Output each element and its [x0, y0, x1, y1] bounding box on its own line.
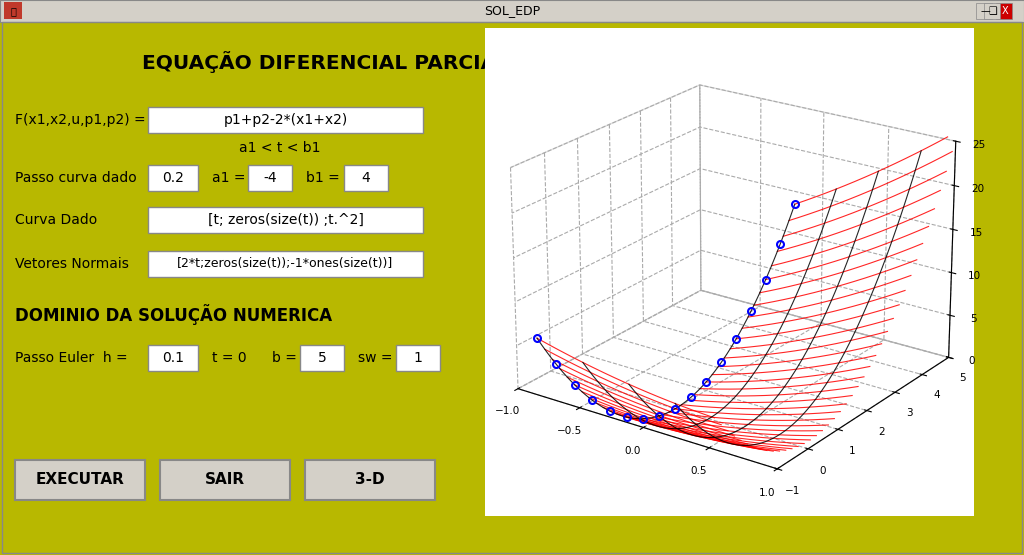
FancyBboxPatch shape [148, 207, 423, 233]
Text: ❑: ❑ [988, 6, 997, 16]
FancyBboxPatch shape [2, 22, 1022, 553]
FancyBboxPatch shape [0, 0, 1024, 22]
Text: 4: 4 [361, 171, 371, 185]
Text: 🔥: 🔥 [10, 6, 16, 16]
FancyBboxPatch shape [148, 345, 198, 371]
Text: [2*t;zeros(size(t));-1*ones(size(t))]: [2*t;zeros(size(t));-1*ones(size(t))] [177, 258, 393, 270]
Text: SAIR: SAIR [205, 472, 245, 487]
Text: b1 =: b1 = [306, 171, 340, 185]
FancyBboxPatch shape [996, 3, 1012, 19]
FancyBboxPatch shape [148, 107, 423, 133]
Text: X: X [1001, 6, 1009, 16]
Text: 1: 1 [414, 351, 423, 365]
FancyBboxPatch shape [396, 345, 440, 371]
FancyBboxPatch shape [148, 165, 198, 191]
Text: t = 0: t = 0 [212, 351, 247, 365]
Text: [t; zeros(size(t)) ;t.^2]: [t; zeros(size(t)) ;t.^2] [208, 213, 364, 227]
FancyBboxPatch shape [4, 2, 22, 19]
Text: EQUAÇÃO DIFERENCIAL PARCIAL IMPLICITA  DE PRIMEIRA ORDEM: EQUAÇÃO DIFERENCIAL PARCIAL IMPLICITA DE… [142, 51, 882, 73]
FancyBboxPatch shape [248, 165, 292, 191]
Text: DOMINIO DA SOLUÇÃO NUMERICA: DOMINIO DA SOLUÇÃO NUMERICA [15, 305, 332, 325]
Text: 3-D: 3-D [355, 472, 385, 487]
FancyBboxPatch shape [160, 460, 290, 500]
Text: b =: b = [272, 351, 297, 365]
FancyBboxPatch shape [984, 3, 1000, 19]
Text: Passo curva dado: Passo curva dado [15, 171, 137, 185]
Text: -4: -4 [263, 171, 276, 185]
Text: 0.2: 0.2 [162, 171, 184, 185]
Text: —: — [980, 6, 990, 16]
Text: F(x1,x2,u,p1,p2) =: F(x1,x2,u,p1,p2) = [15, 113, 145, 127]
Text: Curva Dado: Curva Dado [15, 213, 97, 227]
Text: a1 < t < b1: a1 < t < b1 [240, 141, 321, 155]
FancyBboxPatch shape [344, 165, 388, 191]
FancyBboxPatch shape [976, 3, 992, 19]
Text: SOL_EDP: SOL_EDP [484, 4, 540, 18]
Text: 5: 5 [317, 351, 327, 365]
FancyBboxPatch shape [148, 251, 423, 277]
Text: p1+p2-2*(x1+x2): p1+p2-2*(x1+x2) [223, 113, 347, 127]
FancyBboxPatch shape [305, 460, 435, 500]
Text: a1 =: a1 = [212, 171, 246, 185]
FancyBboxPatch shape [300, 345, 344, 371]
FancyBboxPatch shape [15, 460, 145, 500]
Text: Vetores Normais: Vetores Normais [15, 257, 129, 271]
Text: Passo Euler  h =: Passo Euler h = [15, 351, 128, 365]
Text: sw =: sw = [358, 351, 392, 365]
Text: 0.1: 0.1 [162, 351, 184, 365]
Text: EXECUTAR: EXECUTAR [36, 472, 125, 487]
